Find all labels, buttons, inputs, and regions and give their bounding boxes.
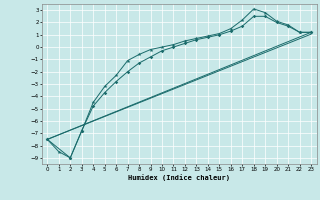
X-axis label: Humidex (Indice chaleur): Humidex (Indice chaleur): [128, 174, 230, 181]
